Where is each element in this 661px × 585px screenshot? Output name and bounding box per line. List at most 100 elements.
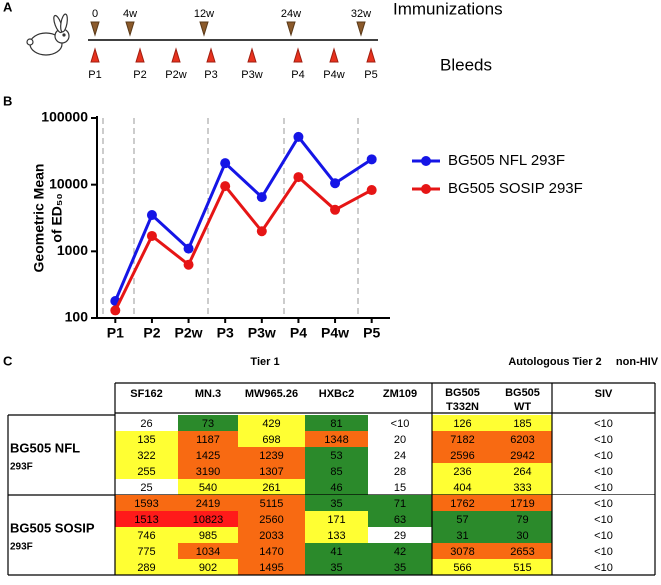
table-cell (115, 543, 178, 559)
column-header: T332N (446, 401, 479, 413)
cell-value: 35 (330, 562, 342, 574)
x-tick-label: P3 (217, 325, 234, 341)
table-cell (238, 479, 305, 495)
bleed-marker (135, 47, 145, 63)
cell-value: 1239 (259, 450, 283, 462)
cell-value: 429 (262, 418, 280, 430)
cell-value: 7182 (450, 434, 474, 446)
cell-value: <10 (594, 530, 613, 542)
cell-value: <10 (594, 434, 613, 446)
table-cell (493, 431, 552, 447)
immunization-marker (90, 21, 100, 37)
cell-value: 255 (137, 466, 155, 478)
cell-value: 133 (327, 530, 345, 542)
table-cell (493, 511, 552, 527)
table-cell (493, 527, 552, 543)
cell-value: 746 (137, 530, 155, 542)
row-group-label: BG505 SOSIP (10, 520, 95, 535)
table-cell (368, 543, 432, 559)
bleed-marker (366, 47, 376, 63)
table-cell (368, 447, 432, 463)
cell-value: 775 (137, 546, 155, 558)
cell-value: 2560 (259, 514, 283, 526)
table-cell (432, 511, 493, 527)
cell-value: 135 (137, 434, 155, 446)
cell-value: 1348 (324, 434, 348, 446)
cell-value: 6203 (510, 434, 534, 446)
table-cell (238, 543, 305, 559)
data-point (183, 243, 194, 254)
cell-value: <10 (594, 450, 613, 462)
table-cell (178, 463, 238, 479)
cell-value: 2942 (510, 450, 534, 462)
table-cell (552, 559, 655, 575)
cell-value: 1495 (259, 562, 283, 574)
table-cell (178, 495, 238, 511)
immunization-marker (286, 21, 296, 37)
immunization-marker (356, 21, 366, 37)
x-tick-label: P3w (248, 325, 276, 341)
bleed-marker (206, 47, 216, 63)
cell-value: 53 (330, 450, 342, 462)
table-cell (552, 479, 655, 495)
table-cell (115, 463, 178, 479)
cell-value: 261 (262, 482, 280, 494)
table-cell (552, 447, 655, 463)
y-tick-label: 10000 (49, 175, 88, 191)
cell-value: 902 (199, 562, 217, 574)
table-cell (432, 463, 493, 479)
data-point (366, 154, 377, 165)
cell-value: 404 (453, 482, 471, 494)
table-cell (552, 543, 655, 559)
immunization-label: 12w (194, 8, 214, 20)
immunizations-label: Immunizations (393, 0, 503, 18)
table-cell (432, 495, 493, 511)
column-header: BG505 (445, 387, 480, 399)
table-cell (115, 559, 178, 575)
table-cell (115, 447, 178, 463)
cell-value: 1719 (510, 498, 534, 510)
column-header: SF162 (130, 388, 162, 400)
table-cell (432, 479, 493, 495)
x-tick-label: P5 (363, 325, 380, 341)
column-header: ZM109 (383, 388, 417, 400)
table-cell (115, 479, 178, 495)
table-cell (493, 479, 552, 495)
table-cell (115, 511, 178, 527)
table-cell (305, 463, 368, 479)
legend-marker (421, 156, 431, 166)
column-header: WT (514, 401, 531, 413)
data-point (330, 204, 341, 215)
bleed-label: P1 (88, 69, 101, 81)
table-cell (178, 559, 238, 575)
cell-value: 2596 (450, 450, 474, 462)
data-point (330, 178, 341, 189)
cell-value: 322 (137, 450, 155, 462)
cell-value: 1034 (196, 546, 220, 558)
cell-value: <10 (594, 498, 613, 510)
cell-value: <10 (594, 546, 613, 558)
cell-value: 1307 (259, 466, 283, 478)
cell-value: 5115 (260, 498, 284, 510)
cell-value: 42 (394, 546, 406, 558)
y-tick-label: 100000 (41, 109, 88, 125)
table-cell (552, 463, 655, 479)
table-cell (493, 559, 552, 575)
table-cell (178, 415, 238, 431)
table-cell (432, 431, 493, 447)
panel-label: A (3, 0, 13, 14)
x-tick-label: P4 (290, 325, 307, 341)
bleed-label: P5 (364, 69, 377, 81)
table-cell (305, 415, 368, 431)
cell-value: 46 (330, 482, 342, 494)
cell-value: 171 (327, 514, 345, 526)
cell-value: <10 (594, 482, 613, 494)
x-tick-label: P2 (143, 325, 160, 341)
cell-value: 35 (394, 562, 406, 574)
table-cell (552, 415, 655, 431)
immunization-label: 32w (351, 8, 371, 20)
table-cell (305, 511, 368, 527)
table-cell (115, 495, 178, 511)
bleed-marker (171, 47, 181, 63)
